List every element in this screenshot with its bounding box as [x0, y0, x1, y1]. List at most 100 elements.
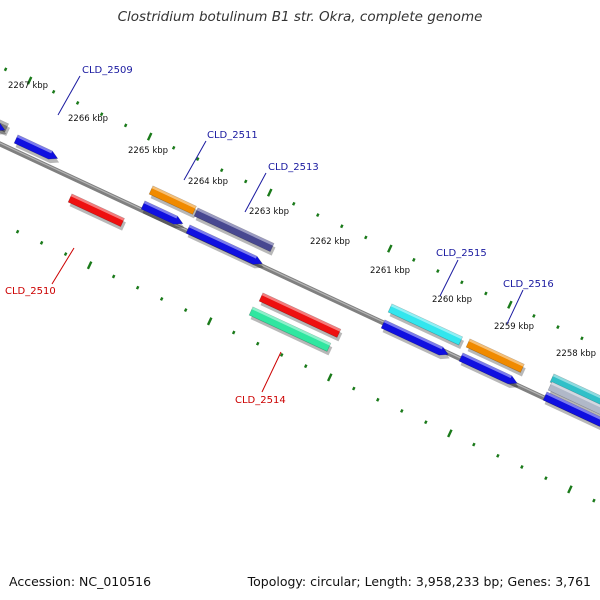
backbone-highlight: [0, 142, 600, 424]
feature-highlight: [461, 352, 512, 379]
inner-minor-tick: [183, 308, 188, 313]
outer-minor-tick: [75, 101, 80, 105]
feature-body: [140, 200, 184, 225]
scale-label: 2266 kbp: [68, 114, 108, 124]
feature-silver-edge: [547, 381, 600, 420]
inner-major-tick: [206, 317, 213, 326]
feature-body: [13, 134, 59, 160]
feature-track: [0, 117, 600, 431]
outer-minor-tick: [532, 313, 536, 318]
feature-body: [458, 352, 518, 385]
feature-body: [185, 224, 263, 265]
outer-minor-tick: [219, 168, 224, 173]
outer-major-tick: [387, 244, 393, 253]
feature-cld-2509: [13, 134, 60, 164]
gene-label-cld-2515[interactable]: CLD_2515: [436, 248, 487, 259]
inner-minor-tick: [15, 229, 20, 234]
feature-body: [0, 120, 6, 132]
inner-major-tick: [567, 485, 573, 494]
inner-minor-tick: [400, 409, 404, 413]
feature-cds-2514a: [258, 292, 343, 342]
feature-cds-stub: [0, 120, 7, 135]
feature-body: [258, 292, 342, 338]
feature-highlight: [552, 373, 600, 402]
inner-minor-tick: [111, 274, 116, 279]
inner-minor-tick: [472, 442, 476, 447]
outer-minor-tick: [195, 157, 200, 161]
gene-label-leader: [506, 289, 524, 325]
feature-highlight: [545, 391, 600, 421]
outer-minor-tick: [436, 269, 440, 274]
outer-minor-tick: [316, 213, 320, 218]
feature-cld-2511: [148, 185, 198, 219]
scale-label: 2263 kbp: [249, 207, 289, 217]
gene-label-cld-2510[interactable]: CLD_2510: [5, 286, 56, 297]
scale-label: 2259 kbp: [494, 322, 534, 332]
gene-label-cld-2511[interactable]: CLD_2511: [207, 130, 258, 141]
map-title: Clostridium botulinum B1 str. Okra, comp…: [117, 9, 483, 25]
outer-minor-tick: [460, 280, 464, 285]
inner-minor-tick: [231, 330, 236, 335]
outer-minor-tick: [171, 145, 176, 150]
scale-label: 2267 kbp: [8, 81, 48, 91]
gene-label-cld-2509[interactable]: CLD_2509: [82, 65, 133, 76]
gene-label-cld-2514[interactable]: CLD_2514: [235, 395, 286, 406]
inner-minor-tick: [303, 364, 308, 369]
inner-minor-tick: [39, 240, 44, 245]
feature-highlight: [251, 306, 331, 346]
scale-label: 2260 kbp: [432, 295, 472, 305]
scale-label: 2262 kbp: [310, 237, 350, 247]
outer-major-tick: [507, 300, 513, 309]
feature-cld-2513: [193, 207, 276, 256]
feature-body: [387, 303, 463, 346]
gene-label-leader: [439, 259, 459, 297]
genome-backbone: [0, 141, 600, 427]
feature-highlight: [390, 303, 463, 340]
feature-body: [542, 391, 600, 427]
inner-minor-tick: [63, 252, 68, 257]
feature-cld-2510: [67, 193, 126, 231]
inner-minor-tick: [424, 420, 428, 425]
feature-cds-2515b: [380, 319, 450, 360]
feature-body: [547, 381, 600, 416]
outer-minor-tick: [484, 291, 488, 296]
outer-minor-tick: [412, 257, 416, 262]
feature-cld-2514: [248, 306, 333, 356]
outer-minor-tick: [556, 325, 560, 330]
outer-major-tick: [146, 132, 153, 141]
inner-minor-tick: [159, 296, 164, 301]
feature-highlight: [383, 319, 443, 350]
feature-teal-edge: [549, 373, 600, 412]
feature-cds-2516b: [458, 352, 519, 388]
inner-tick-ring: [15, 229, 596, 503]
feature-body: [380, 319, 449, 356]
feature-cds-2513b: [185, 224, 264, 269]
feature-body: [193, 207, 275, 252]
inner-minor-tick: [592, 498, 596, 503]
inner-minor-tick: [544, 476, 548, 481]
gene-label-cld-2516[interactable]: CLD_2516: [503, 279, 554, 290]
outer-minor-tick: [364, 235, 368, 240]
outer-tick-ring: [3, 67, 584, 341]
feature-highlight: [16, 134, 53, 154]
feature-body: [549, 373, 600, 408]
feature-highlight: [70, 193, 125, 221]
feature-body: [148, 185, 197, 215]
inner-minor-tick: [135, 285, 140, 290]
outer-minor-tick: [580, 336, 584, 341]
gene-label-cld-2513[interactable]: CLD_2513: [268, 162, 319, 173]
gene-label-leader: [57, 75, 81, 116]
feature-cld-2516: [465, 338, 526, 377]
gene-labels: CLD_2509 CLD_2510 CLD_2511 CLD_2513 CLD_2514…: [5, 65, 554, 406]
feature-shadow: [0, 124, 7, 135]
outer-minor-tick: [99, 112, 104, 117]
scale-label: 2261 kbp: [370, 266, 410, 276]
inner-major-tick: [326, 373, 333, 382]
feature-highlight: [468, 338, 525, 367]
gene-label-leader: [183, 140, 207, 181]
feature-body: [248, 306, 332, 352]
accession-text: Accession: NC_010516: [9, 574, 152, 589]
feature-body: [465, 338, 525, 373]
scale-label: 2265 kbp: [128, 146, 168, 156]
